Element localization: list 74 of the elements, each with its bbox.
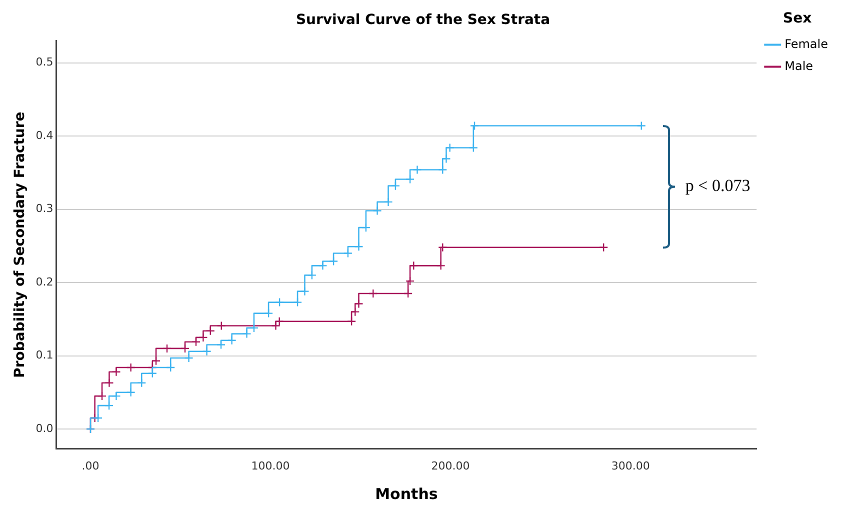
point	[403, 288, 413, 298]
point	[148, 368, 158, 378]
point	[242, 329, 252, 338]
point	[202, 346, 212, 356]
point	[438, 242, 448, 252]
point	[126, 362, 136, 372]
x-tick-label: .00	[82, 459, 100, 472]
point	[636, 121, 646, 130]
point	[300, 286, 310, 296]
point	[361, 222, 371, 232]
point	[249, 323, 259, 333]
y-tick-label: 0.1	[36, 348, 54, 362]
point	[104, 378, 114, 388]
point	[405, 174, 415, 184]
legend-title: Sex	[783, 10, 812, 27]
y-tick-label: 0.4	[36, 128, 54, 142]
chart-title: Survival Curve of the Sex Strata	[296, 12, 550, 28]
x-tick-label: 200.00	[431, 459, 470, 472]
point	[137, 378, 146, 388]
point	[445, 143, 454, 152]
point	[368, 288, 378, 298]
point	[93, 413, 103, 423]
point	[271, 321, 280, 330]
point	[350, 307, 360, 316]
point	[198, 332, 208, 342]
point	[191, 337, 201, 346]
y-tick-label: 0.2	[36, 275, 54, 288]
point	[354, 242, 364, 252]
y-tick-label: 0.5	[36, 56, 54, 69]
point	[346, 316, 356, 326]
point	[206, 326, 215, 336]
point	[390, 181, 400, 190]
point	[292, 298, 302, 307]
point	[438, 165, 448, 174]
point	[274, 316, 284, 326]
point	[412, 165, 422, 174]
point	[112, 391, 121, 401]
point	[97, 391, 107, 401]
x-axis-title: Months	[375, 484, 438, 503]
point	[328, 256, 338, 266]
point	[216, 340, 226, 350]
legend-label: Female	[784, 36, 828, 51]
annotation: p < 0.073	[685, 176, 750, 196]
y-axis-title: Probability of Secondary Fracture	[12, 112, 28, 378]
point	[372, 206, 382, 216]
x-tick-label: 100.00	[251, 459, 290, 472]
point	[264, 308, 274, 318]
legend-label: Male	[784, 58, 814, 73]
point	[307, 270, 317, 280]
y-tick-label: 0.3	[36, 202, 54, 216]
point	[354, 299, 364, 308]
point	[470, 121, 480, 130]
point	[468, 143, 478, 152]
point	[318, 261, 328, 270]
point	[162, 344, 172, 354]
point	[166, 362, 176, 372]
point	[126, 388, 136, 397]
point	[384, 197, 393, 207]
point	[112, 367, 121, 376]
point	[442, 154, 451, 164]
point	[598, 242, 608, 252]
point	[436, 261, 446, 270]
point	[405, 276, 415, 286]
point	[274, 298, 284, 307]
point	[104, 400, 114, 410]
point	[151, 356, 161, 366]
point	[216, 321, 226, 330]
point	[343, 248, 353, 258]
y-tick-label: 0.0	[36, 422, 54, 435]
point	[184, 353, 194, 363]
point	[409, 261, 418, 270]
point	[227, 336, 236, 345]
x-tick-label: 300.00	[611, 459, 650, 472]
point	[180, 344, 190, 354]
